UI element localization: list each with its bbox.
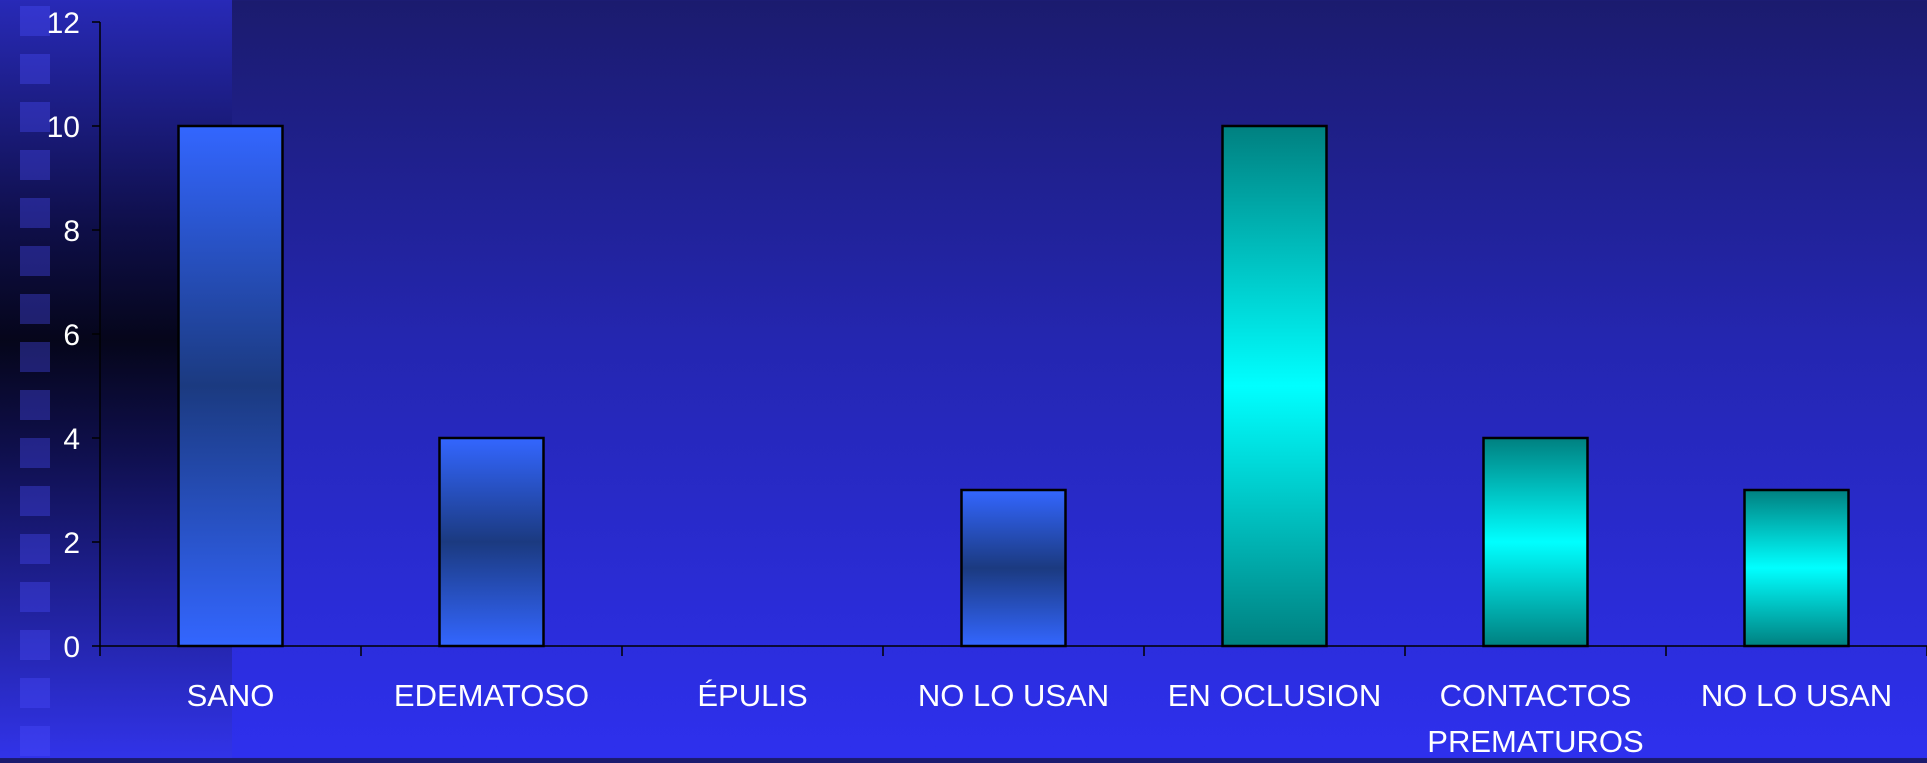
y-tick-label: 12 bbox=[47, 7, 80, 40]
x-category-label: NO LO USAN bbox=[918, 678, 1109, 713]
y-tick-label: 2 bbox=[63, 527, 80, 560]
x-axis-labels: SANO EDEMATOSO ÉPULIS NO LO USAN EN OCLUSION… bbox=[187, 678, 1893, 759]
x-category-label: NO LO USAN bbox=[1701, 678, 1892, 713]
x-category-label: EDEMATOSO bbox=[394, 678, 589, 713]
y-axis-ticks: 0 2 4 6 8 10 12 bbox=[47, 7, 101, 664]
y-tick-label: 0 bbox=[63, 631, 80, 664]
bar bbox=[177, 124, 284, 648]
y-tick-label: 4 bbox=[63, 423, 80, 456]
y-tick-label: 6 bbox=[63, 319, 80, 352]
x-axis bbox=[99, 645, 1927, 656]
x-category-label: PREMATUROS bbox=[1427, 724, 1643, 758]
bar bbox=[1221, 124, 1328, 648]
x-category-label: EN OCLUSION bbox=[1168, 678, 1382, 713]
y-tick-label: 10 bbox=[47, 111, 80, 144]
left-decor-squares bbox=[18, 0, 54, 758]
bar bbox=[1482, 436, 1589, 648]
x-category-label: ÉPULIS bbox=[697, 678, 807, 713]
x-category-label: CONTACTOS bbox=[1440, 678, 1632, 713]
bar bbox=[438, 436, 545, 648]
bars bbox=[177, 124, 1850, 648]
x-category-label: SANO bbox=[187, 678, 275, 713]
bar bbox=[1743, 488, 1850, 648]
y-tick-label: 8 bbox=[63, 215, 80, 248]
bar bbox=[960, 488, 1067, 648]
